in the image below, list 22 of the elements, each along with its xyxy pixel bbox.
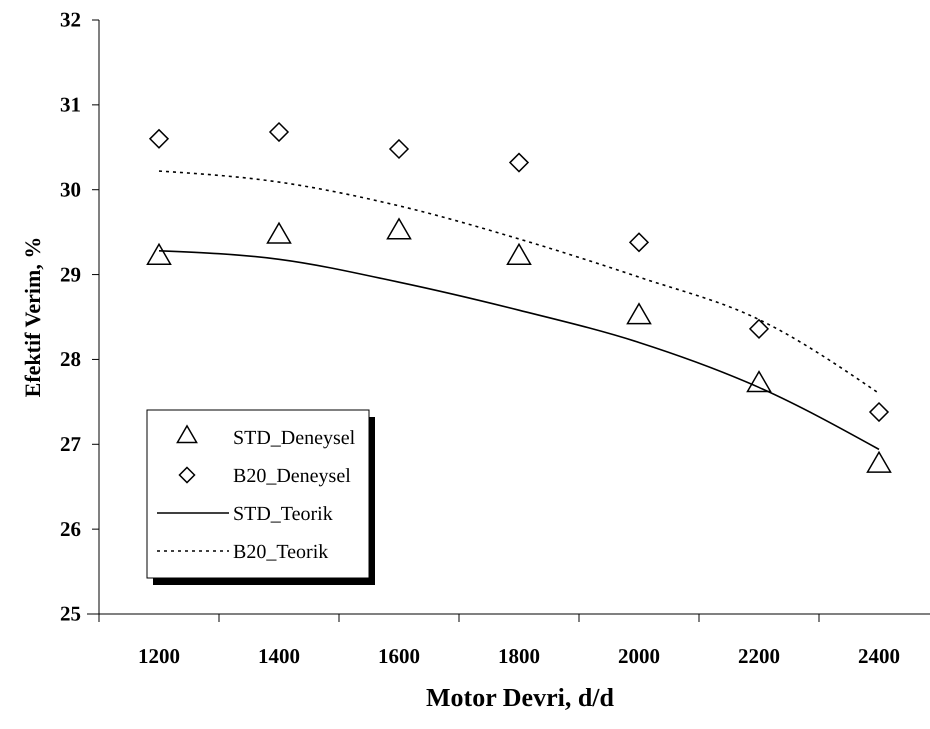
- line-series: [158, 170, 880, 394]
- y-axis-title: Efektif Verim, %: [20, 236, 45, 398]
- y-tick-label: 28: [60, 347, 81, 372]
- x-axis-title: Motor Devri, d/d: [426, 683, 615, 712]
- y-tick-label: 27: [60, 432, 81, 456]
- legend-label: B20_Deneysel: [233, 465, 352, 487]
- legend-label: B20_Teorik: [233, 541, 328, 563]
- y-tick-label: 30: [60, 177, 81, 202]
- x-tick-label: 1600: [378, 644, 420, 668]
- x-tick-label: 1200: [138, 644, 180, 668]
- x-tick-label: 2000: [618, 644, 660, 668]
- x-tick-label: 1400: [258, 644, 300, 668]
- x-tick-label: 1800: [498, 644, 540, 668]
- legend-label: STD_Teorik: [233, 503, 333, 525]
- y-tick-label: 31: [60, 92, 81, 117]
- y-tick-label: 29: [60, 262, 81, 286]
- x-tick-label: 2400: [858, 644, 900, 668]
- y-tick-label: 25: [60, 602, 81, 626]
- y-tick-label: 32: [60, 8, 81, 32]
- legend-label: STD_Deneysel: [233, 427, 356, 449]
- y-tick-label: 26: [60, 516, 81, 541]
- x-tick-label: 2200: [738, 644, 780, 668]
